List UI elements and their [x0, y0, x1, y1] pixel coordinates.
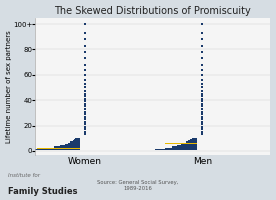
Bar	[172, 146, 198, 148]
Title: The Skewed Distributions of Promiscuity: The Skewed Distributions of Promiscuity	[54, 6, 251, 16]
Bar	[188, 140, 198, 141]
Bar	[60, 145, 80, 146]
Bar	[65, 144, 80, 145]
Bar	[35, 149, 80, 150]
Bar	[155, 149, 198, 150]
Y-axis label: Lifetime number of sex partners: Lifetime number of sex partners	[6, 30, 12, 143]
Bar	[73, 140, 80, 141]
Bar	[75, 138, 80, 139]
Bar	[192, 138, 198, 139]
Bar	[164, 148, 198, 149]
Text: Family Studies: Family Studies	[8, 187, 78, 196]
Bar	[68, 143, 80, 144]
Bar	[70, 141, 80, 143]
Bar	[54, 146, 80, 148]
Bar	[164, 143, 198, 144]
Text: Institute for: Institute for	[8, 173, 40, 178]
Bar	[47, 148, 80, 149]
Bar	[190, 139, 198, 140]
Bar	[38, 148, 80, 149]
Bar	[181, 144, 198, 145]
Bar	[177, 145, 198, 146]
Bar	[74, 139, 80, 140]
Bar	[186, 141, 198, 143]
Text: Source: General Social Survey,
1989-2016: Source: General Social Survey, 1989-2016	[97, 180, 179, 191]
Bar	[183, 143, 198, 144]
